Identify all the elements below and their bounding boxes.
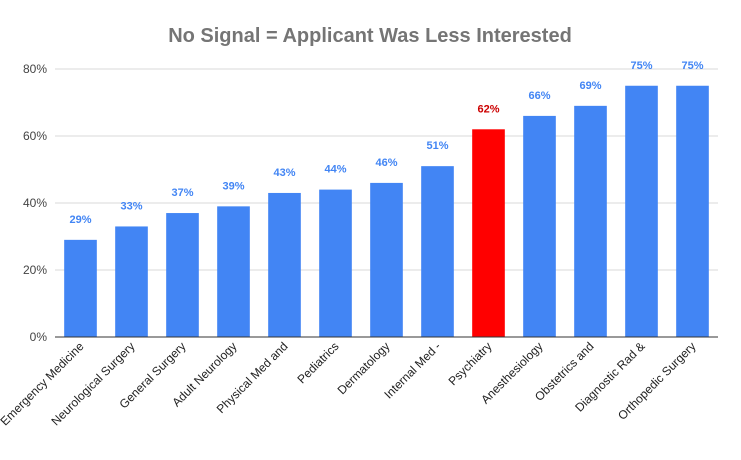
y-tick-label: 20% [23,263,47,277]
data-label: 33% [120,200,142,212]
data-labels: 29% 33% 37% 39% 43% 44% 46% 51% 62% 66% 69% 75% 75% [69,60,703,226]
bar [217,206,250,337]
bar [421,166,454,337]
x-tick-label: Neurological Surgery [48,339,137,428]
y-tick-label: 80% [23,62,47,76]
x-tick-label: Pediatrics [294,339,341,386]
data-label: 75% [681,60,703,72]
data-label: 66% [528,90,550,102]
y-tick-label: 0% [30,330,48,344]
data-label: 39% [222,180,244,192]
data-label: 62% [477,103,499,115]
x-tick-label: Psychiatry [446,339,495,388]
bar [64,239,97,337]
bar [166,213,199,337]
bar [319,189,352,337]
data-label: 44% [324,164,346,176]
bar [115,226,148,337]
data-label: 29% [69,214,91,226]
data-label: 37% [171,187,193,199]
bar [268,192,301,337]
bar [676,85,709,337]
data-label: 43% [273,167,295,179]
bar [370,182,403,337]
y-tick-label: 60% [23,129,47,143]
y-axis-ticks: 0% 20% 40% 60% 80% [23,62,47,344]
x-tick-label: Emergency Medicine [0,339,87,428]
y-tick-label: 40% [23,196,47,210]
data-label: 46% [375,157,397,169]
bar [574,105,607,337]
data-label: 51% [426,140,448,152]
data-label: 75% [630,60,652,72]
bar [625,85,658,337]
chart-title: No Signal = Applicant Was Less Intereste… [168,25,572,47]
data-label: 69% [579,80,601,92]
bar [523,115,556,338]
bar [472,129,505,337]
bars [64,85,709,338]
